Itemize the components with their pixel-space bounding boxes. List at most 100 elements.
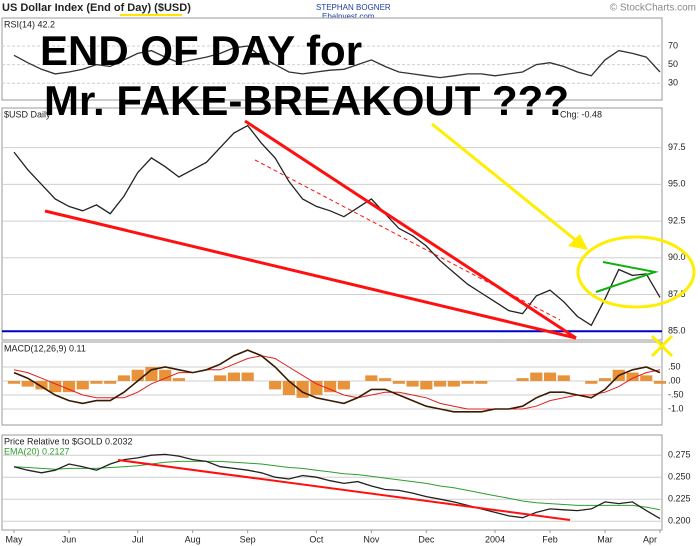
mark-x	[650, 334, 674, 358]
y-tick-label: .00	[668, 375, 681, 385]
ema-label: EMA(20) 0.2127	[4, 446, 70, 456]
author: STEPHAN BOGNER	[316, 3, 391, 12]
histogram-bar	[557, 375, 570, 381]
highlight-ellipse	[576, 235, 696, 309]
histogram-bar	[530, 372, 543, 381]
overlay-text: Mr. FAKE-BREAKOUT ???	[44, 77, 569, 124]
panel-title: MACD(12,26,9) 0.11	[4, 343, 86, 353]
x-tick-label: 2004	[485, 534, 505, 544]
panel-title: $USD Daily	[4, 109, 51, 119]
histogram-bar	[131, 369, 144, 381]
histogram-bar	[626, 372, 639, 381]
x-tick-label: Apr	[643, 534, 657, 544]
y-tick-label: .50	[668, 361, 681, 371]
x-tick-label: May	[5, 534, 23, 544]
histogram-bar	[516, 378, 529, 381]
series-line	[13, 45, 661, 79]
y-tick-label: 0.200	[668, 516, 691, 526]
histogram-bar	[475, 380, 488, 384]
histogram-bar	[461, 380, 474, 384]
histogram-bar	[76, 380, 89, 390]
x-tick-label: Oct	[309, 534, 324, 544]
ema-line	[13, 460, 661, 511]
series-line	[13, 124, 661, 327]
chart-title: US Dollar Index (End of Day) ($USD)	[2, 2, 191, 14]
histogram-bar	[406, 380, 419, 387]
y-tick-label: 0.225	[668, 494, 691, 504]
y-tick-label: 90.0	[668, 252, 686, 262]
macd-line	[13, 349, 661, 413]
x-tick-label: Jun	[62, 534, 77, 544]
histogram-bar	[324, 380, 337, 393]
x-tick-label: Aug	[185, 534, 201, 544]
annotations	[44, 119, 696, 521]
panel-frame	[1, 17, 663, 101]
arrow	[431, 122, 584, 248]
x-tick-label: Nov	[363, 534, 380, 544]
histogram-bar	[159, 369, 172, 381]
histogram-bar	[365, 375, 378, 381]
histogram-bar	[172, 378, 186, 381]
histogram-bar	[21, 380, 34, 387]
histogram-bar	[447, 380, 460, 387]
histogram-bar	[35, 380, 48, 390]
signal-line	[13, 355, 661, 410]
histogram-bar	[7, 380, 21, 384]
histogram-bar	[282, 380, 295, 395]
histogram-bar	[269, 380, 282, 390]
y-tick-label: -1.0	[668, 403, 684, 413]
y-tick-label: -.50	[668, 389, 684, 399]
y-tick-label: 97.5	[668, 142, 686, 152]
histogram-bar	[227, 372, 240, 381]
histogram-bar	[49, 380, 62, 393]
histogram-bar	[214, 375, 227, 381]
x-tick-label: Mar	[597, 534, 613, 544]
y-tick-label: 0.275	[668, 450, 691, 460]
histogram-bar	[337, 380, 350, 390]
panel-frame	[1, 107, 663, 341]
site: Ebalnvest.com	[322, 12, 375, 21]
x-tick-label: Dec	[418, 534, 435, 544]
histogram-bar	[117, 375, 131, 381]
histogram-bar	[585, 380, 598, 384]
histogram-bar	[434, 380, 447, 387]
source: © StockCharts.com	[610, 3, 696, 14]
histogram-bar	[145, 366, 158, 381]
panel-title: RSI(14) 42.2	[4, 19, 55, 29]
trend-line	[117, 459, 571, 521]
y-tick-label: 30	[668, 78, 678, 88]
arrow-head	[568, 234, 588, 250]
panel-title: Price Relative to $GOLD 0.2032	[4, 436, 133, 446]
histogram-bar	[104, 380, 117, 384]
triangle-pattern	[595, 261, 659, 293]
histogram-bar	[420, 380, 433, 390]
x-tick-label: Jul	[132, 534, 144, 544]
panel-frame	[1, 434, 663, 531]
trend-line	[244, 119, 577, 340]
y-tick-label: 87.5	[668, 289, 686, 299]
histogram-bar	[640, 375, 653, 381]
histogram-bar	[543, 372, 557, 381]
y-tick-label: 85.0	[668, 326, 686, 336]
y-tick-label: 50	[668, 59, 678, 69]
histogram-bar	[379, 378, 392, 381]
x-tick-label: Sep	[240, 534, 256, 544]
histogram-bar	[241, 372, 254, 381]
histogram-bar	[392, 380, 405, 384]
y-tick-label: 95.0	[668, 179, 686, 189]
trend-line	[254, 159, 561, 321]
histogram-bar	[90, 380, 103, 384]
overlay-text: END OF DAY for	[40, 27, 362, 74]
histogram-bar	[62, 380, 76, 393]
y-tick-label: 70	[668, 40, 678, 50]
histogram-bar	[598, 378, 612, 381]
x-tick-label: Feb	[542, 534, 558, 544]
histogram-bar	[653, 380, 667, 384]
histogram-bar	[310, 380, 323, 395]
panel-subtitle: Chg: -0.48	[560, 109, 602, 119]
trend-line	[44, 209, 577, 340]
y-tick-label: 0.250	[668, 472, 691, 482]
y-tick-label: 92.5	[668, 215, 686, 225]
